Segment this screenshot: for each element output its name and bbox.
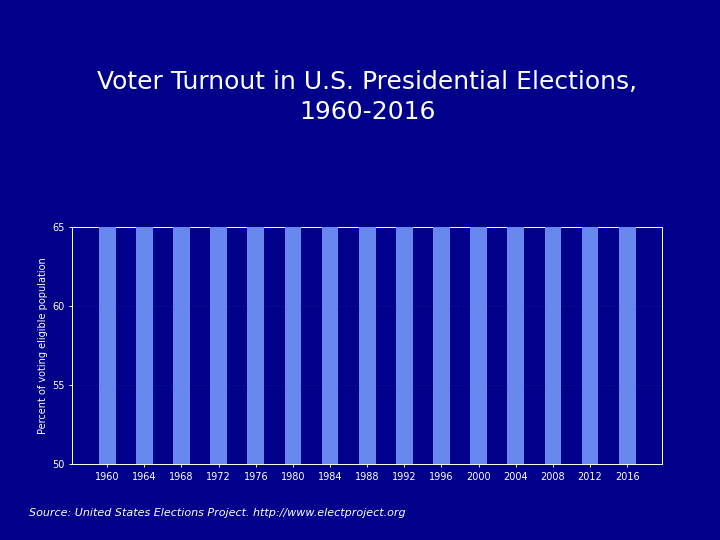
Bar [210, 0, 227, 464]
Bar [396, 0, 413, 464]
Bar [470, 0, 487, 464]
Bar [359, 0, 376, 464]
Bar [248, 0, 264, 464]
Text: Voter Turnout in U.S. Presidential Elections,
1960-2016: Voter Turnout in U.S. Presidential Elect… [97, 70, 637, 124]
Bar [433, 0, 450, 464]
Bar [322, 0, 338, 464]
Bar [619, 0, 636, 464]
Y-axis label: Percent of voting eligible population: Percent of voting eligible population [37, 257, 48, 434]
Bar [284, 0, 301, 464]
Bar [544, 0, 562, 464]
Bar [136, 0, 153, 464]
Bar [173, 0, 190, 464]
Bar [99, 0, 115, 464]
Bar [508, 0, 524, 464]
Text: Source: United States Elections Project. http://www.electproject.org: Source: United States Elections Project.… [29, 508, 405, 518]
Bar [582, 0, 598, 464]
